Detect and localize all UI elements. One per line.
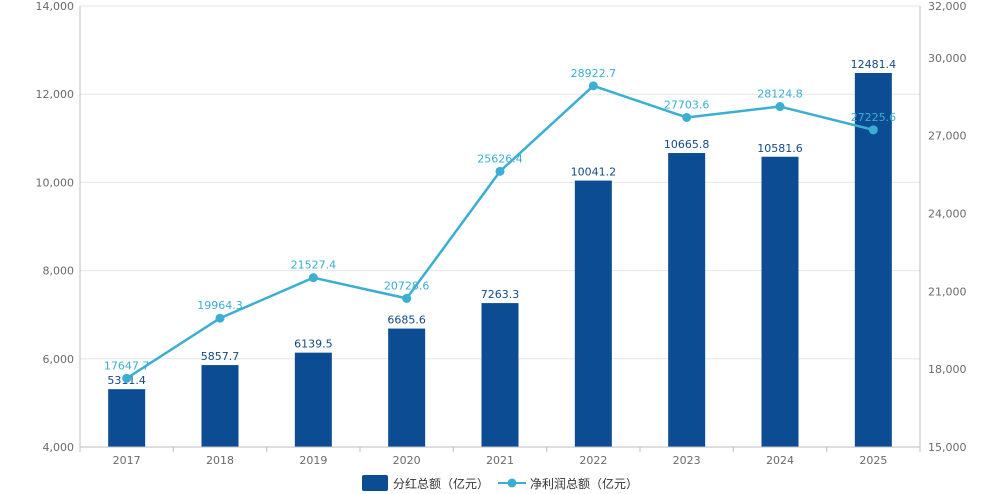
bar [854,72,892,447]
line-point [122,373,132,383]
x-tick-label: 2019 [299,454,327,467]
line-data-label: 25626.4 [477,152,523,165]
bar [761,156,799,447]
bar-data-label: 5857.7 [201,350,240,363]
bar-data-label: 12481.4 [851,58,897,71]
x-tick-label: 2017 [113,454,141,467]
line-data-label: 19964.3 [197,299,243,312]
bar-data-label: 6139.5 [294,338,333,351]
bar-data-label: 10041.2 [571,166,617,179]
y-left-tick-label: 4,000 [43,441,75,454]
legend: 分红总额（亿元） 净利润总额（亿元） [362,475,638,491]
x-tick-label: 2020 [393,454,421,467]
line-data-label: 27225.6 [851,111,897,124]
y-right-tick-label: 21,000 [928,285,967,298]
x-tick-label: 2022 [579,454,607,467]
line-point [868,125,878,135]
x-tick-label: 2024 [766,454,794,467]
y-left-tick-label: 8,000 [43,265,75,278]
bar [294,352,332,447]
x-tick-label: 2023 [673,454,701,467]
y-right-tick-label: 27,000 [928,130,967,143]
legend-label-bar: 分红总额（亿元） [393,476,489,491]
bar-series: 5311.45857.76139.56685.67263.310041.2106… [107,58,897,448]
line-data-label: 17647.7 [104,359,150,372]
bar [574,180,612,448]
y-right-tick-label: 32,000 [928,0,967,13]
line-point [308,273,318,283]
bar-data-label: 6685.6 [387,314,426,327]
axes: 4,000 6,000 8,000 10,000 12,000 14,000 15,000 1… [36,0,967,467]
x-tick-label: 2021 [486,454,514,467]
line-point [402,293,412,303]
bar [388,328,426,447]
line-data-label: 28124.8 [757,88,803,101]
x-tick-label: 2018 [206,454,234,467]
bar-data-label: 10581.6 [757,142,803,155]
legend-swatch-bar [362,475,388,491]
line-point [215,313,225,323]
bar-data-label: 7263.3 [481,288,520,301]
line-point [588,81,598,91]
line-point [682,112,692,122]
bar [108,389,146,447]
y-left-tick-label: 10,000 [36,176,75,189]
legend-label-line: 净利润总额（亿元） [530,476,638,491]
bar-data-label: 10665.8 [664,138,710,151]
line-data-label: 27703.6 [664,98,710,111]
y-left-tick-label: 14,000 [36,0,75,13]
y-left-tick-label: 6,000 [43,353,75,366]
line-data-label: 21527.4 [291,259,337,272]
line-data-label: 28922.7 [571,67,617,80]
legend-swatch-marker [507,478,517,488]
bar [668,153,706,448]
bar [201,365,239,447]
line-data-label: 20728.6 [384,279,430,292]
y-left-tick-label: 12,000 [36,88,75,101]
line-point [495,166,505,176]
bar [481,303,519,447]
line-series: 17647.7 19964.3 21527.4 20728.6 25626.4 28922… [104,67,896,383]
y-right-tick-label: 18,000 [928,363,967,376]
y-right-tick-label: 24,000 [928,208,967,221]
y-right-tick-label: 15,000 [928,441,967,454]
y-right-tick-label: 30,000 [928,52,967,65]
line-point [775,102,785,112]
x-tick-label: 2025 [859,454,887,467]
